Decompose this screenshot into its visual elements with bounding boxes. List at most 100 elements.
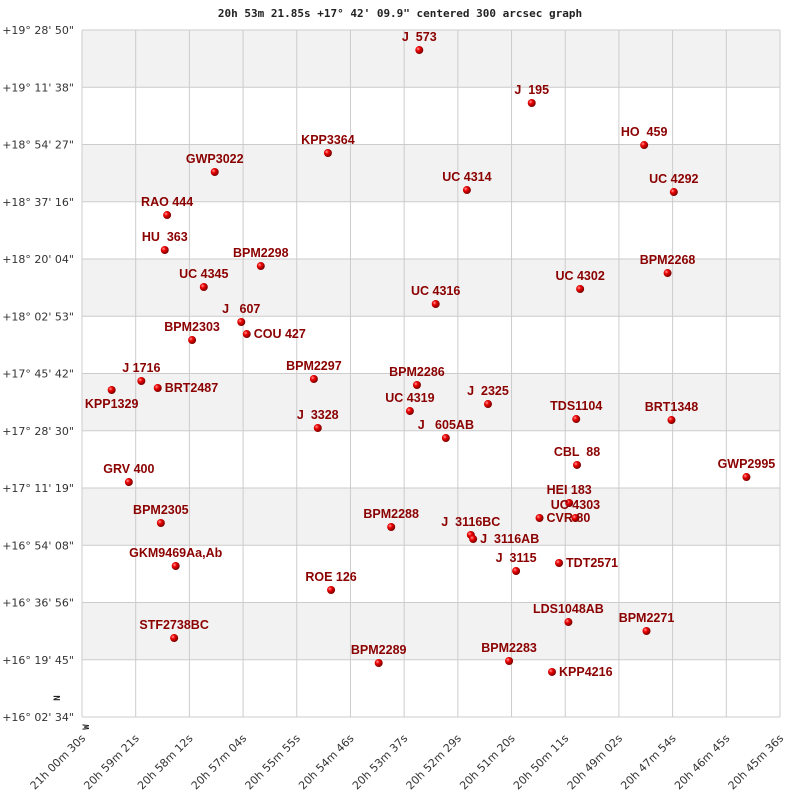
x-tick-label: 20h 53m 37s [350,732,411,793]
star-point[interactable] [188,336,197,345]
star-point[interactable] [313,424,322,433]
star-point[interactable] [309,374,318,383]
band [82,30,780,88]
star-point[interactable] [107,385,116,394]
star-point[interactable] [163,211,172,220]
star-point[interactable] [405,407,414,416]
star-point[interactable] [505,656,514,665]
y-tick-label: +19° 28' 50" [2,24,74,37]
x-tick-label: 20h 59m 21s [81,732,142,793]
star-point[interactable] [573,460,582,469]
star-label: STF2738BC [139,618,208,632]
x-tick-label: 20h 50m 11s [511,732,572,793]
star-point[interactable] [124,478,133,487]
y-tick-label: +18° 20' 04" [2,253,74,266]
star-label: UC 4316 [411,284,460,298]
band [82,373,780,431]
band [82,602,780,660]
west-indicator: W [82,724,92,730]
star-point[interactable] [576,285,585,294]
star-point[interactable] [374,658,383,667]
star-point[interactable] [431,300,440,309]
star-point[interactable] [483,400,492,409]
y-tick-label: +19° 11' 38" [2,81,74,94]
star-point[interactable] [199,283,208,292]
star-label: J 3115 [496,551,537,565]
star-label: J 1716 [122,361,160,375]
star-label: KPP3364 [301,133,355,147]
y-tick-label: +18° 02' 53" [2,310,74,323]
star-label: CVR 80 [547,511,591,525]
x-tick-label: 20h 54m 46s [296,732,357,793]
star-point[interactable] [387,522,396,531]
star-point[interactable] [441,434,450,443]
star-point[interactable] [170,634,179,643]
star-point[interactable] [667,416,676,425]
star-point[interactable] [171,562,180,571]
star-point[interactable] [256,262,265,271]
star-point[interactable] [512,567,521,576]
y-tick-label: +17° 45' 42" [2,368,74,381]
star-label: LDS1048AB [533,602,604,616]
star-point[interactable] [469,535,478,544]
star-point[interactable] [548,667,557,676]
star-point[interactable] [210,167,219,176]
north-indicator: N [53,695,63,700]
star-label: BPM2271 [619,611,675,625]
x-tick-label: 20h 45m 36s [726,732,787,793]
star-label: RAO 444 [141,195,193,209]
star-label: KPP1329 [85,397,139,411]
star-label: HO 459 [621,125,668,139]
x-tick-label: 20h 46m 45s [672,732,733,793]
star-label: BPM2288 [363,507,419,521]
star-point[interactable] [742,473,751,482]
star-point[interactable] [156,518,165,527]
star-label: BPM2283 [481,641,537,655]
star-label: UC 4303 [551,498,600,512]
star-point[interactable] [535,513,544,522]
star-point[interactable] [565,499,574,508]
star-point[interactable] [572,415,581,424]
star-label: BPM2286 [389,365,445,379]
star-point[interactable] [640,141,649,150]
star-label: BPM2268 [640,253,696,267]
star-label: UC 4292 [649,172,698,186]
star-label: HU 363 [142,230,188,244]
star-point[interactable] [555,559,564,568]
y-tick-label: +18° 54' 27" [2,139,74,152]
star-label: ROE 126 [305,570,356,584]
star-point[interactable] [663,269,672,278]
star-point[interactable] [669,188,678,197]
x-tick-label: 20h 52m 29s [404,732,465,793]
star-point[interactable] [327,585,336,594]
star-point[interactable] [137,376,146,385]
star-label: BPM2305 [133,503,189,517]
star-point[interactable] [462,186,471,195]
star-point[interactable] [415,46,424,55]
x-tick-label: 20h 55m 55s [242,732,303,793]
star-point[interactable] [237,317,246,326]
star-label: BRT2487 [165,381,219,395]
y-tick-label: +16° 36' 56" [2,597,74,610]
y-tick-label: +17° 11' 19" [2,482,74,495]
star-point[interactable] [564,618,573,627]
star-point[interactable] [412,380,421,389]
star-label: BPM2297 [286,359,342,373]
star-point[interactable] [160,245,169,254]
star-point[interactable] [527,98,536,107]
star-label: CBL 88 [554,445,600,459]
y-tick-label: +18° 37' 16" [2,196,74,209]
star-label: KPP4216 [559,665,613,679]
star-point[interactable] [323,149,332,158]
y-tick-label: +16° 19' 45" [2,654,74,667]
x-tick-label: 21h 00m 30s [28,732,89,793]
star-label: COU 427 [254,327,306,341]
star-point[interactable] [571,513,580,522]
star-label: GRV 400 [103,462,154,476]
star-point[interactable] [242,330,251,339]
star-point[interactable] [153,383,162,392]
star-label: BPM2289 [351,643,407,657]
star-point[interactable] [642,627,651,636]
star-label: UC 4319 [385,391,434,405]
